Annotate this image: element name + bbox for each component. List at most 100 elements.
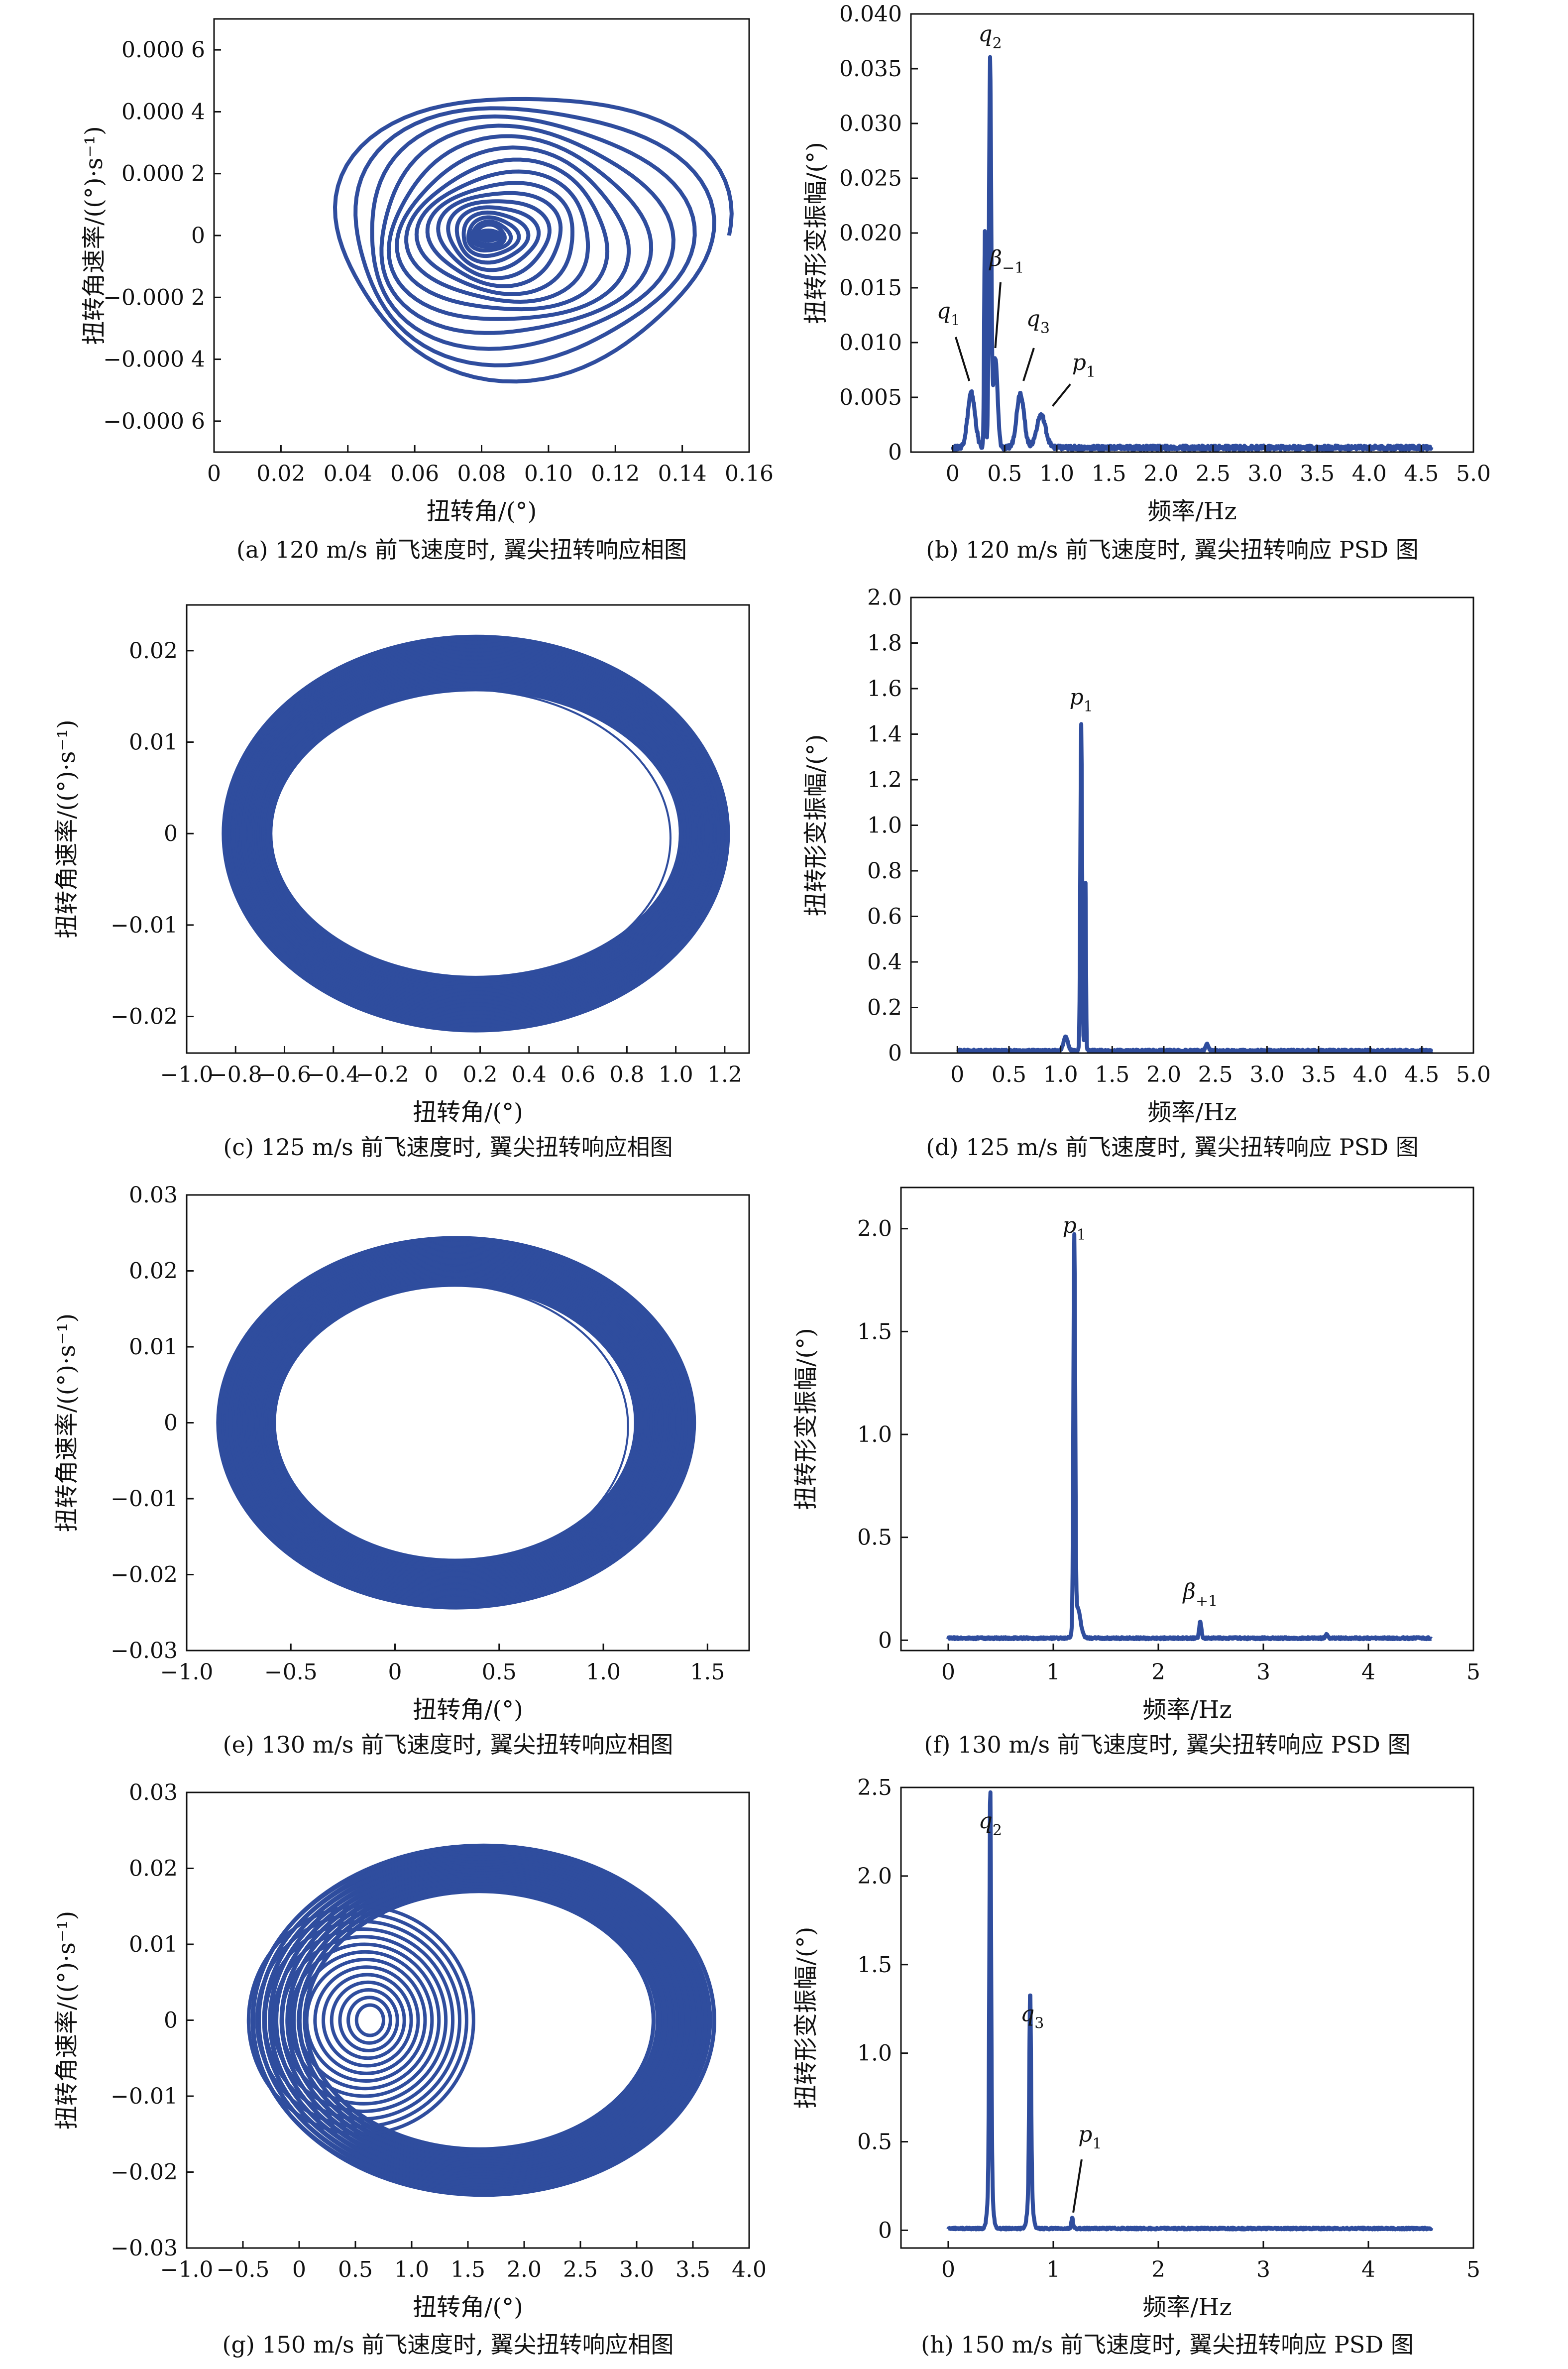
peak-subscript: −1 [1002,259,1024,277]
orbit-line [287,1877,671,2163]
orbit-line [263,683,686,985]
x-tick-label: 0 [207,461,221,486]
x-tick-label: 1 [1046,1659,1060,1685]
panel-d: 0 0.5 1.0 1.5 2.0 2.5 3.0 3.5 4.0 4.5 5.0 0 0.2 0.4 0.… [802,585,1491,1161]
orbit-line [240,1256,672,1590]
x-tick-label: 1 [1046,2257,1060,2282]
panel-e: −1.0 −0.5 0 0.5 1.0 1.5 0.03 0.02 0.01 0 −0.01 −0.0… [53,1183,749,1758]
panel-h: 0 1 2 3 4 5 0 0.5 1.0 1.5 2.0 2.5 频率/Hz 扭转形变振幅/(°) (h)… [792,1775,1480,2358]
panel-c: −1.0−0.8−0.6−0.4−0.2 0 0.2 0.4 0.6 0.8 1.0 1.20… [53,605,749,1161]
x-tick-label: −0.5 [217,2257,270,2282]
orbit-line [230,1249,679,1596]
orbit-line [225,638,727,1029]
peak-label: p1 [1069,685,1093,715]
x-tick-label: 1.5 [1092,461,1126,486]
x-tick-label: 1.5 [1095,1062,1129,1087]
y-axis-label: 扭转形变振幅/(°) [802,734,830,917]
y-axis-label: 扭转形变振幅/(°) [792,1927,820,2109]
orbit-line [245,662,704,1005]
peak-label: β+1 [1182,1579,1218,1610]
panel-caption: (g) 150 m/s 前飞速度时, 翼尖扭转响应相图 [223,2331,674,2358]
panel-caption: (b) 120 m/s 前飞速度时, 翼尖扭转响应 PSD 图 [926,536,1419,563]
y-tick-label: 1.5 [857,1952,892,1978]
y-axis-label: 扭转角速率/((°)·s⁻¹) [80,126,108,345]
peak-label: q2 [978,21,1002,52]
x-tick-label: 2.0 [507,2257,542,2282]
y-tick-label: 0.025 [839,166,902,191]
orbit-line [237,653,713,1014]
panel-b: 0 0.5 1.0 1.5 2.0 2.5 3.0 3.5 4.0 4.5 5.0 0 0.005 0.0… [802,1,1491,563]
orbit-line [235,649,717,1018]
panel-caption: (d) 125 m/s 前飞速度时, 翼尖扭转响应 PSD 图 [926,1134,1419,1161]
annotation-leader [1073,2159,1082,2213]
panel-caption: (a) 120 m/s 前飞速度时, 翼尖扭转响应相图 [236,536,687,563]
orbit-line [259,679,689,989]
y-tick-label: 0.2 [867,995,902,1021]
x-tick-label: 0 [946,461,960,486]
peak-subscript: 1 [1077,1226,1086,1244]
y-axis-label: 扭转角速率/((°)·s⁻¹) [53,1313,81,1533]
orbit-line [226,1245,683,1600]
x-tick-label: 1.0 [1039,461,1074,486]
x-tick-label: 1.5 [690,1659,725,1685]
y-tick-label: 0.035 [839,56,902,82]
y-tick-label: 0.010 [839,330,902,355]
x-tick-label: 5 [1466,2257,1480,2282]
y-tick-label: 2.0 [857,1864,892,1889]
orbit-line [260,1273,652,1573]
x-tick-label: 3.5 [1301,1062,1336,1087]
y-tick-label: 1.5 [857,1319,892,1344]
peak-subscript: 1 [951,312,960,330]
peak-subscript: 1 [1092,2135,1102,2153]
orbit-line [243,1258,669,1587]
x-tick-label: 2.0 [1143,461,1178,486]
y-tick-label: 0 [164,821,178,846]
y-tick-label: −0.03 [111,1638,178,1663]
orbit-line [266,1279,643,1567]
annotation-leader [956,337,969,381]
y-tick-label: −0.01 [111,913,178,938]
orbit-line [247,664,703,1003]
x-tick-label: 3.5 [1300,461,1335,486]
orbit-line [250,1264,662,1581]
orbit-line [226,641,723,1026]
orbit-line [221,1241,690,1605]
x-tick-label: 2.0 [1146,1062,1181,1087]
y-tick-label: −0.01 [111,2084,178,2109]
peak-symbol: q [1020,2002,1034,2027]
y-tick-label: 0.030 [839,111,902,136]
x-tick-label: 4 [1361,2257,1375,2282]
x-tick-label: 0.06 [390,461,439,486]
y-axis-label: 扭转形变振幅/(°) [802,142,830,324]
orbit-line [239,656,709,1012]
x-tick-label: 0.14 [658,461,707,486]
orbit-line [264,1857,698,2184]
y-tick-label: 0.040 [839,1,902,27]
panel-g: −1.0 −0.5 0 0.5 1.0 1.5 2.0 2.5 3.0 3.5 4.00.030.0… [53,1780,767,2358]
x-tick-label: 0.5 [482,1659,517,1685]
orbit-line [239,654,712,1013]
y-tick-label: −0.000 4 [103,347,205,372]
x-tick-label: 4.0 [1352,461,1387,486]
y-tick-label: 0.015 [839,275,902,301]
y-tick-label: 1.0 [857,1422,892,1447]
x-tick-label: 3 [1256,2257,1270,2282]
x-tick-label: 1.5 [450,2257,485,2282]
y-tick-label: 2.0 [857,1216,892,1242]
annotation-leader [996,282,1001,348]
x-tick-label: 0.8 [609,1062,644,1087]
x-tick-label: 0 [388,1659,402,1685]
peak-label: β−1 [989,246,1024,277]
x-tick-label: 0.6 [560,1062,595,1087]
psd-line [948,1234,1432,1640]
orbit-line [249,666,700,1001]
plot-area [953,57,1432,450]
peak-subscript: 1 [1086,363,1096,381]
x-tick-label: 0.5 [338,2257,373,2282]
orbit-line [224,637,728,1030]
orbit-line [253,1847,710,2193]
orbit-line [335,99,732,381]
orbit-line [236,650,716,1017]
x-tick-label: 4 [1361,1659,1375,1685]
